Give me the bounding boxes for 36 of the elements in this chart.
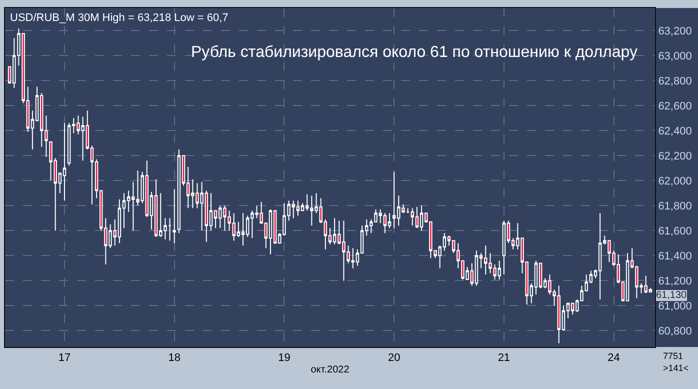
candlestick bbox=[388, 212, 392, 229]
y-tick-label: 61,200 bbox=[658, 276, 692, 288]
chart-title: USD/RUB_M 30M High = 63,218 Low = 60,7 bbox=[10, 12, 228, 24]
y-tick-label: 62,000 bbox=[658, 175, 692, 188]
y-tick-label: 63,200 bbox=[658, 25, 692, 38]
x-tick-label: 21 bbox=[498, 352, 510, 364]
candlestick bbox=[502, 220, 506, 275]
candlestick bbox=[177, 148, 181, 234]
y-tick-label: 61,400 bbox=[658, 250, 692, 263]
candlestick bbox=[62, 122, 66, 202]
x-tick-label: 17 bbox=[58, 352, 71, 364]
y-tick-label: 61,000 bbox=[658, 300, 692, 313]
x-tick-label: 18 bbox=[168, 352, 180, 364]
candlestick bbox=[296, 200, 300, 216]
text: >141< bbox=[663, 363, 689, 373]
y-tick-label: 61,600 bbox=[658, 226, 692, 238]
x-tick-label: 19 bbox=[278, 352, 290, 364]
candlestick bbox=[415, 206, 419, 229]
y-tick-label: 61,800 bbox=[658, 200, 692, 212]
text: 61,130 bbox=[656, 290, 688, 301]
x-tick-label: 20 bbox=[388, 352, 400, 364]
y-tick-label: 60,800 bbox=[658, 326, 692, 338]
y-tick-label: 62,800 bbox=[658, 75, 692, 88]
candlestick bbox=[268, 208, 272, 255]
candlestick bbox=[172, 188, 176, 244]
text: Рубль стабилизировался около 61 по отношению к доллару bbox=[191, 44, 638, 61]
candlestick bbox=[241, 212, 245, 246]
x-tick-label: 24 bbox=[608, 352, 620, 364]
y-tick-label: 62,200 bbox=[658, 150, 692, 162]
text: 7751 bbox=[663, 351, 684, 361]
y-tick-label: 62,600 bbox=[658, 100, 692, 112]
y-tick-label: 62,400 bbox=[658, 125, 692, 138]
y-tick-label: 63,000 bbox=[658, 50, 692, 62]
candlestick bbox=[410, 208, 414, 226]
x-axis-title: окт.2022 bbox=[310, 364, 350, 376]
candlestick bbox=[474, 250, 478, 286]
